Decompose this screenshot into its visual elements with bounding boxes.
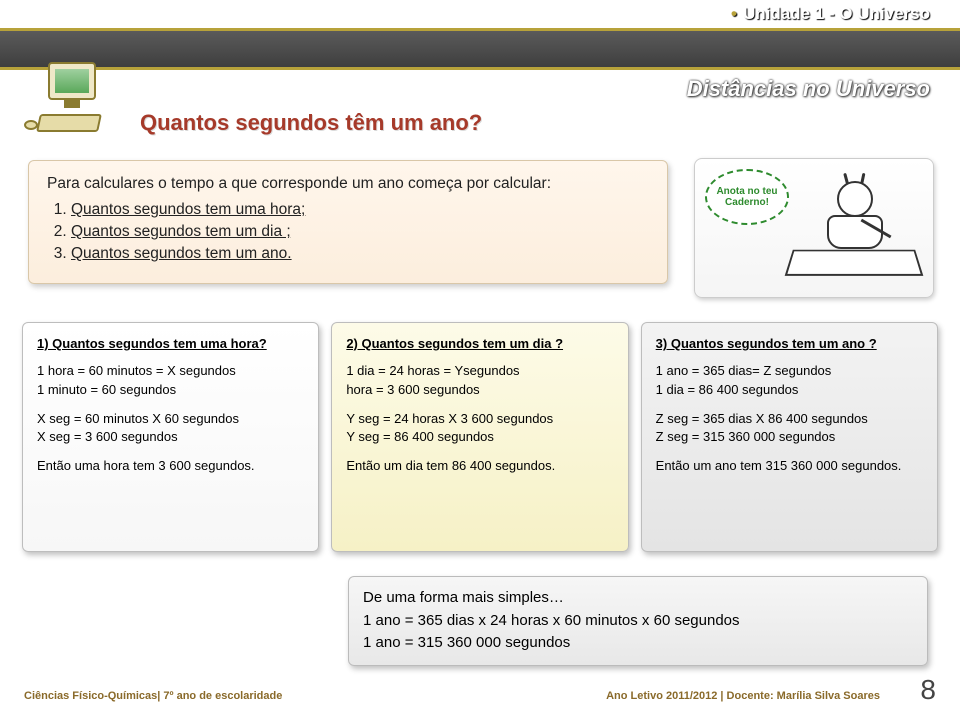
- instruction-box: Para calculares o tempo a que correspond…: [28, 160, 668, 284]
- instruction-item-2: Quantos segundos tem um dia ;: [71, 223, 649, 241]
- panel-hour-result: Então uma hora tem 3 600 segundos.: [37, 457, 304, 476]
- note-bubble: Anota no teu Caderno!: [705, 169, 789, 225]
- bullet-icon: •: [731, 4, 737, 23]
- calculation-panels: 1) Quantos segundos tem uma hora? 1 hora…: [22, 322, 938, 552]
- panel-hour-line1: 1 hora = 60 minutos = X segundos: [37, 362, 304, 381]
- instruction-lead: Para calculares o tempo a que correspond…: [47, 175, 649, 193]
- note-card: Anota no teu Caderno!: [694, 158, 934, 298]
- instruction-item-1: Quantos segundos tem uma hora;: [71, 201, 649, 219]
- panel-hour-question: 1) Quantos segundos tem uma hora?: [37, 335, 304, 354]
- panel-day-line2: hora = 3 600 segundos: [346, 381, 613, 400]
- panel-day-question: 2) Quantos segundos tem um dia ?: [346, 335, 613, 354]
- footer-left: Ciências Físico-Químicas| 7º ano de esco…: [24, 690, 282, 702]
- panel-year-question: 3) Quantos segundos tem um ano ?: [656, 335, 923, 354]
- footer-right: Ano Letivo 2011/2012 | Docente: Marília …: [606, 690, 880, 702]
- panel-hour: 1) Quantos segundos tem uma hora? 1 hora…: [22, 322, 319, 552]
- student-writing-icon: [789, 177, 919, 287]
- unit-text: Unidade 1 - O Universo: [743, 4, 930, 23]
- unit-label: • Unidade 1 - O Universo: [731, 4, 930, 24]
- summary-line3: 1 ano = 315 360 000 segundos: [363, 632, 913, 655]
- summary-box: De uma forma mais simples… 1 ano = 365 d…: [348, 576, 928, 666]
- header-band: [0, 28, 960, 70]
- panel-day-line1: 1 dia = 24 horas = Ysegundos: [346, 362, 613, 381]
- panel-year-calc: Z seg = 365 dias X 86 400 segundos Z seg…: [656, 410, 923, 448]
- panel-day-result: Então um dia tem 86 400 segundos.: [346, 457, 613, 476]
- panel-day-calc: Y seg = 24 horas X 3 600 segundos Y seg …: [346, 410, 613, 448]
- panel-year-line2: 1 dia = 86 400 segundos: [656, 381, 923, 400]
- summary-line2: 1 ano = 365 dias x 24 horas x 60 minutos…: [363, 610, 913, 633]
- panel-day: 2) Quantos segundos tem um dia ? 1 dia =…: [331, 322, 628, 552]
- instruction-item-3: Quantos segundos tem um ano.: [71, 245, 649, 263]
- panel-hour-line2: 1 minuto = 60 segundos: [37, 381, 304, 400]
- panel-year-line1: 1 ano = 365 dias= Z segundos: [656, 362, 923, 381]
- panel-hour-calc: X seg = 60 minutos X 60 segundos X seg =…: [37, 410, 304, 448]
- page-title: Quantos segundos têm um ano?: [140, 110, 482, 136]
- section-subtitle: Distâncias no Universo: [687, 76, 930, 102]
- computer-clipart-icon: [20, 60, 110, 140]
- panel-year-result: Então um ano tem 315 360 000 segundos.: [656, 457, 923, 476]
- summary-line1: De uma forma mais simples…: [363, 587, 913, 610]
- page-number: 8: [920, 674, 936, 706]
- panel-year: 3) Quantos segundos tem um ano ? 1 ano =…: [641, 322, 938, 552]
